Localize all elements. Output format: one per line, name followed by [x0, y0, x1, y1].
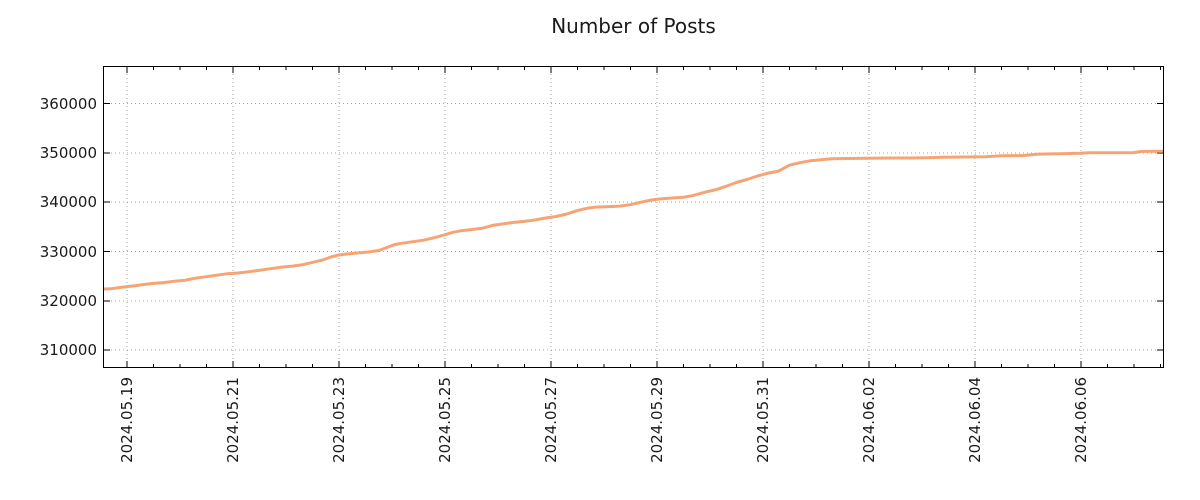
y-tick-label: 330000 — [39, 242, 97, 261]
chart-title: Number of Posts — [551, 14, 716, 38]
x-tick-label: 2024.05.29 — [647, 377, 666, 463]
x-tick-label: 2024.05.31 — [753, 377, 772, 463]
y-tick-label: 350000 — [39, 143, 97, 162]
x-tick-label: 2024.06.04 — [965, 377, 984, 463]
x-tick-label: 2024.05.19 — [117, 377, 136, 463]
x-tick-label: 2024.05.27 — [541, 377, 560, 463]
x-tick-label: 2024.05.23 — [329, 377, 348, 463]
plot-area — [102, 65, 1165, 369]
x-tick-label: 2024.05.21 — [223, 377, 242, 463]
x-tick-label: 2024.06.02 — [859, 377, 878, 463]
y-tick-label: 360000 — [39, 94, 97, 113]
x-tick-label: 2024.05.25 — [435, 377, 454, 463]
y-tick-label: 310000 — [39, 341, 97, 360]
x-tick-label: 2024.06.06 — [1071, 377, 1090, 463]
y-tick-label: 340000 — [39, 193, 97, 212]
y-tick-label: 320000 — [39, 291, 97, 310]
